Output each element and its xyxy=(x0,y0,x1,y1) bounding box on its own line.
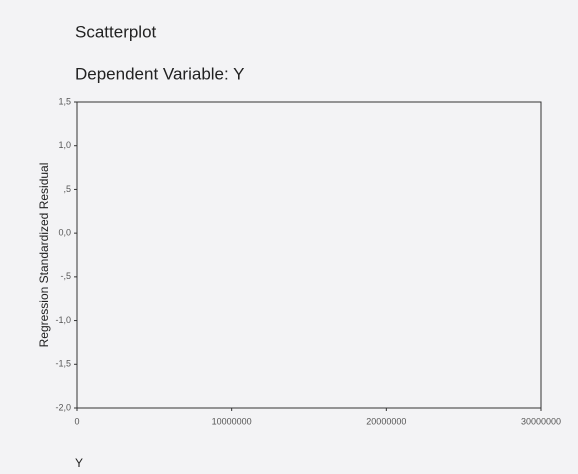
plot-frame xyxy=(76,101,542,409)
y-tick-label: ,5 xyxy=(63,184,71,194)
chart-subtitle: Dependent Variable: Y xyxy=(75,64,245,83)
y-tick-label: -1,0 xyxy=(55,315,71,325)
x-tick-label: 10000000 xyxy=(212,416,252,426)
x-axis-label: Y xyxy=(75,456,83,470)
y-axis-label: Regression Standardized Residual xyxy=(37,163,51,348)
y-tick-label: 0,0 xyxy=(58,228,71,238)
x-tick-label: 0 xyxy=(74,416,79,426)
y-tick-label: -,5 xyxy=(60,271,71,281)
x-tick-label: 30000000 xyxy=(521,416,561,426)
y-tick-label: 1,0 xyxy=(58,140,71,150)
y-tick-label: -1,5 xyxy=(55,359,71,369)
y-tick-label: 1,5 xyxy=(58,96,71,106)
x-tick-label: 20000000 xyxy=(366,416,406,426)
y-tick-label: -2,0 xyxy=(55,402,71,412)
chart-title: Scatterplot xyxy=(75,22,157,41)
